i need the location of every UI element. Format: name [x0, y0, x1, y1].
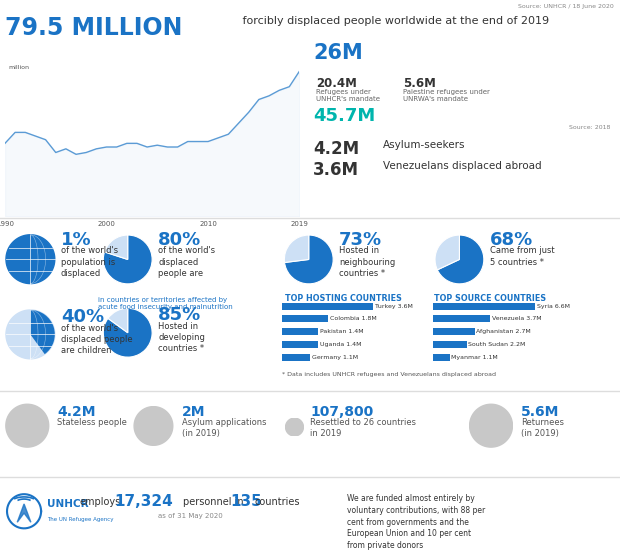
Text: Source: UNHCR / 18 June 2020: Source: UNHCR / 18 June 2020	[518, 4, 614, 9]
Bar	[282, 328, 317, 335]
Text: 1%: 1%	[61, 231, 91, 249]
Text: Source: 2018: Source: 2018	[569, 125, 611, 130]
Text: Refugees under
UNHCR's mandate: Refugees under UNHCR's mandate	[316, 89, 380, 102]
Text: TOP HOSTING COUNTRIES: TOP HOSTING COUNTRIES	[285, 294, 402, 303]
Text: Internally displaced people: Internally displaced people	[383, 106, 534, 116]
Text: Germany 1.1M: Germany 1.1M	[312, 355, 358, 360]
Wedge shape	[285, 235, 333, 284]
Text: 20.4M: 20.4M	[316, 77, 357, 89]
Text: Hosted in
developing
countries *: Hosted in developing countries *	[158, 322, 205, 353]
Text: * Data includes UNHCR refugees and Venezuelans displaced abroad: * Data includes UNHCR refugees and Venez…	[282, 372, 496, 377]
Polygon shape	[6, 235, 55, 284]
Text: of the world's
displaced
people are: of the world's displaced people are	[158, 246, 215, 278]
Text: 80%: 80%	[158, 231, 202, 249]
Wedge shape	[30, 310, 55, 354]
Text: as of 31 May 2020: as of 31 May 2020	[158, 513, 223, 519]
Polygon shape	[286, 418, 303, 436]
Text: in countries or territories affected by
acute food insecurity and malnutrition: in countries or territories affected by …	[98, 297, 232, 310]
Text: We are funded almost entirely by
voluntary contributions, with 88 per
cent from : We are funded almost entirely by volunta…	[347, 494, 485, 550]
Text: Asylum applications
(in 2019): Asylum applications (in 2019)	[182, 418, 266, 438]
Text: Returnees
(in 2019): Returnees (in 2019)	[521, 418, 564, 438]
Text: Refugees: Refugees	[368, 43, 423, 53]
Bar	[282, 354, 310, 361]
Text: of the world's
displaced people
are children: of the world's displaced people are chil…	[61, 324, 133, 355]
Text: UNHCR: UNHCR	[47, 499, 89, 509]
Text: Resettled to 26 countries
in 2019: Resettled to 26 countries in 2019	[310, 418, 416, 438]
Text: Came from just
5 countries *: Came from just 5 countries *	[490, 246, 554, 266]
Text: personnel in: personnel in	[183, 497, 244, 507]
Text: Uganda 1.4M: Uganda 1.4M	[320, 342, 361, 347]
Bar	[282, 302, 373, 310]
Polygon shape	[6, 310, 55, 359]
Wedge shape	[437, 235, 484, 284]
Text: 4.2M: 4.2M	[313, 140, 359, 158]
Text: Palestine refugees under
UNRWA's mandate: Palestine refugees under UNRWA's mandate	[403, 89, 490, 102]
Text: countries: countries	[254, 497, 299, 507]
Bar	[433, 354, 450, 361]
Text: 5.6M: 5.6M	[403, 77, 436, 89]
Text: 2M: 2M	[182, 405, 205, 419]
Text: million: million	[8, 65, 29, 70]
Text: Syria 6.6M: Syria 6.6M	[537, 304, 570, 309]
Wedge shape	[285, 235, 309, 263]
Text: 17,324: 17,324	[115, 494, 174, 509]
Text: Venezuelans displaced abroad: Venezuelans displaced abroad	[383, 161, 541, 171]
Polygon shape	[6, 404, 49, 447]
Text: employs: employs	[79, 497, 121, 507]
Text: 135: 135	[231, 494, 262, 509]
Text: The UN Refugee Agency: The UN Refugee Agency	[47, 517, 113, 522]
Text: 4.2M: 4.2M	[57, 405, 95, 419]
Wedge shape	[108, 309, 128, 333]
Wedge shape	[105, 235, 128, 260]
Wedge shape	[435, 235, 459, 270]
Bar	[433, 328, 475, 335]
Text: Afghanistan 2.7M: Afghanistan 2.7M	[476, 329, 531, 334]
Text: 5.6M: 5.6M	[521, 405, 559, 419]
Text: TOP SOURCE COUNTRIES: TOP SOURCE COUNTRIES	[434, 294, 546, 303]
Text: Turkey 3.6M: Turkey 3.6M	[376, 304, 414, 309]
Wedge shape	[104, 235, 152, 284]
Text: Colombia 1.8M: Colombia 1.8M	[330, 316, 376, 321]
Text: 40%: 40%	[61, 308, 104, 326]
Wedge shape	[30, 235, 32, 259]
Polygon shape	[17, 504, 31, 522]
Text: 73%: 73%	[339, 231, 383, 249]
Text: 3.6M: 3.6M	[313, 161, 359, 179]
Text: Stateless people: Stateless people	[57, 418, 127, 427]
Text: Myanmar 1.1M: Myanmar 1.1M	[451, 355, 498, 360]
Text: 68%: 68%	[490, 231, 533, 249]
Text: 79.5 MILLION: 79.5 MILLION	[5, 16, 182, 39]
Text: Asylum-seekers: Asylum-seekers	[383, 140, 465, 150]
Text: 85%: 85%	[158, 306, 202, 324]
Bar	[282, 315, 328, 322]
Text: Venezuela 3.7M: Venezuela 3.7M	[492, 316, 541, 321]
Text: South Sudan 2.2M: South Sudan 2.2M	[469, 342, 526, 347]
Text: 107,800: 107,800	[310, 405, 373, 419]
Text: Hosted in
neighbouring
countries *: Hosted in neighbouring countries *	[339, 246, 396, 278]
Text: Pakistan 1.4M: Pakistan 1.4M	[320, 329, 363, 334]
Text: of the world's
population is
displaced: of the world's population is displaced	[61, 246, 118, 278]
Bar	[433, 302, 535, 310]
Wedge shape	[104, 309, 152, 357]
Bar	[433, 341, 467, 348]
Bar	[433, 315, 490, 322]
Polygon shape	[469, 404, 513, 447]
Polygon shape	[134, 407, 173, 445]
Text: 45.7M: 45.7M	[313, 107, 375, 124]
Text: 26M: 26M	[313, 43, 363, 63]
Text: forcibly displaced people worldwide at the end of 2019: forcibly displaced people worldwide at t…	[239, 16, 549, 26]
Bar	[282, 341, 317, 348]
